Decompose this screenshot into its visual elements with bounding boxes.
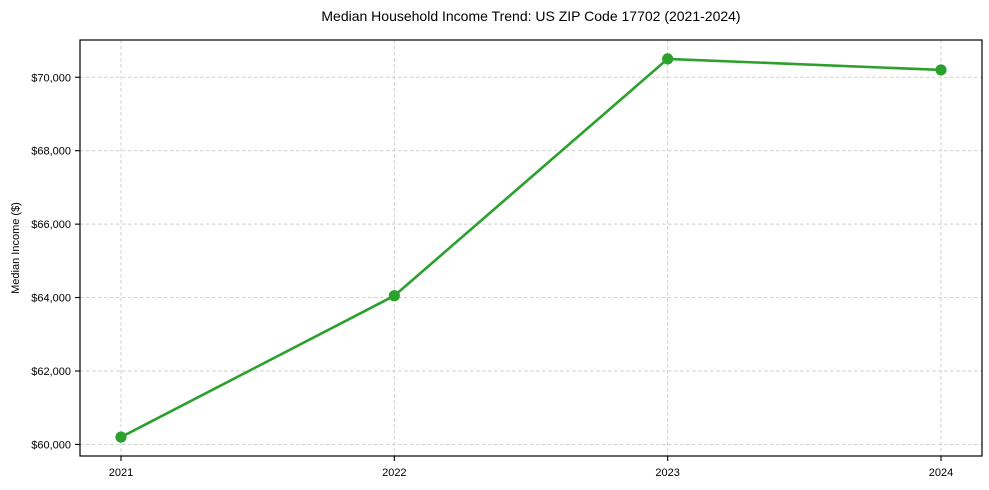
y-tick-label: $70,000: [31, 72, 71, 84]
y-tick-label: $64,000: [31, 293, 71, 305]
plot-border: [79, 39, 983, 457]
data-point-marker: [388, 290, 400, 302]
x-tick-label: 2021: [109, 467, 133, 479]
x-tick-label: 2023: [655, 467, 679, 479]
chart-title: Median Household Income Trend: US ZIP Co…: [321, 8, 741, 24]
x-tick-label: 2024: [929, 467, 953, 479]
data-point-marker: [935, 64, 947, 76]
y-tick-label: $60,000: [31, 439, 71, 451]
x-tick-label: 2022: [382, 467, 406, 479]
data-point-marker: [115, 431, 127, 443]
y-tick-label: $68,000: [31, 146, 71, 158]
data-point-marker: [662, 53, 674, 65]
y-tick-label: $66,000: [31, 219, 71, 231]
y-tick-label: $62,000: [31, 366, 71, 378]
data-line: [119, 57, 943, 439]
